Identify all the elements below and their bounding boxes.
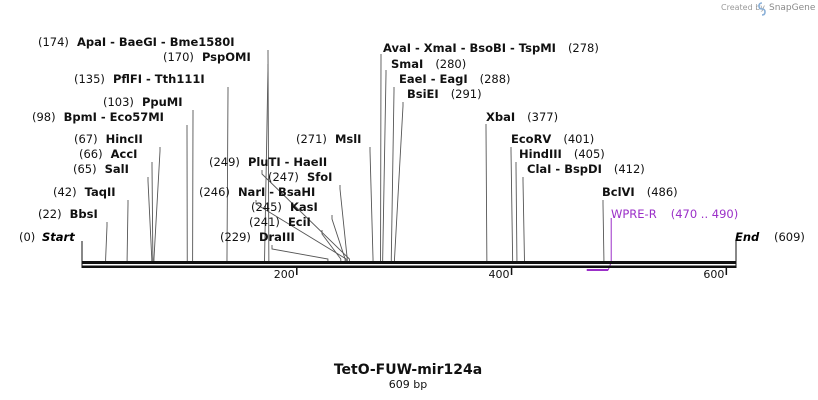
enzyme-label[interactable]: (241) EciI: [249, 215, 311, 229]
primer-label[interactable]: WPRE-R (470 .. 490): [611, 207, 738, 221]
enzyme-leader-line: [522, 177, 525, 261]
enzyme-label[interactable]: ClaI - BspDI (412): [527, 162, 645, 176]
enzyme-label[interactable]: (66) AccI: [79, 147, 137, 161]
enzyme-leader-line: [369, 147, 374, 261]
scale-tick-label: 600: [703, 268, 724, 281]
enzyme-leaders: [105, 50, 605, 261]
enzyme-label[interactable]: (103) PpuMI: [103, 95, 183, 109]
enzyme-leader-line: [105, 222, 108, 261]
enzyme-leader-line: [321, 230, 342, 261]
enzyme-leader-line: [510, 147, 514, 261]
end-label: End: [735, 230, 760, 244]
enzyme-label[interactable]: (247) SfoI: [268, 170, 332, 184]
enzyme-leader-line: [126, 200, 129, 261]
scale-tick-label: 400: [489, 268, 510, 281]
enzyme-leader-line: [485, 124, 488, 261]
brand-text: SnapGene: [769, 3, 816, 13]
enzyme-leader-line: [264, 64, 269, 261]
top-strand: [82, 261, 736, 264]
enzyme-label[interactable]: (65) SalI: [73, 162, 129, 176]
snapgene-logo-icon: [758, 2, 766, 16]
enzyme-leader-line: [382, 70, 387, 261]
enzyme-leader-line: [602, 200, 605, 261]
start-label: Start: [42, 230, 75, 244]
enzyme-label[interactable]: BclVI (486): [602, 185, 678, 199]
enzyme-leader-line: [394, 102, 404, 261]
enzyme-label[interactable]: (170) PspOMI: [163, 50, 251, 64]
enzyme-label[interactable]: (135) PflFI - Tth111I: [74, 72, 205, 86]
start-position: (0): [19, 230, 35, 244]
enzyme-leader-line: [267, 50, 270, 261]
end-position: (609): [774, 230, 805, 244]
enzyme-leader-line: [390, 87, 395, 261]
enzyme-label[interactable]: (22) BbsI: [38, 207, 98, 221]
enzyme-label[interactable]: (174) ApaI - BaeGI - Bme1580I: [38, 35, 235, 49]
enzyme-label[interactable]: (246) NarI - BsaHI: [199, 185, 315, 199]
enzyme-label[interactable]: EcoRV (401): [511, 132, 594, 146]
enzyme-label[interactable]: (271) MslI: [296, 132, 361, 146]
enzyme-label[interactable]: SmaI (280): [391, 57, 466, 71]
enzyme-label[interactable]: EaeI - EagI (288): [399, 72, 511, 86]
scale-tick-label: 200: [274, 268, 295, 281]
enzyme-leader-line: [271, 245, 329, 261]
enzyme-label[interactable]: (229) DraIII: [220, 230, 295, 244]
enzyme-leader-line: [331, 215, 346, 261]
enzyme-leader-line: [261, 170, 350, 261]
enzyme-leader-line: [255, 200, 347, 261]
plasmid-length: 609 bp: [389, 378, 427, 391]
enzyme-label[interactable]: (245) KasI: [251, 200, 318, 214]
enzyme-leader-line: [147, 177, 153, 261]
enzyme-label[interactable]: AvaI - XmaI - BsoBI - TspMI (278): [383, 41, 599, 55]
enzyme-leader-line: [339, 185, 348, 261]
enzyme-label[interactable]: HindIII (405): [519, 147, 605, 161]
enzyme-label[interactable]: (42) TaqII: [53, 185, 116, 199]
enzyme-leader-line: [153, 147, 161, 261]
bottom-strand: [82, 265, 736, 268]
plasmid-name: TetO-FUW-mir124a: [334, 362, 482, 378]
scale-ticks: 200 400 600: [274, 268, 728, 281]
dna-backbone: [81, 241, 737, 268]
enzyme-label[interactable]: (98) BpmI - Eco57MI: [32, 110, 164, 124]
enzyme-label[interactable]: (67) HincII: [74, 132, 143, 146]
enzyme-leader-line: [226, 87, 229, 261]
enzyme-leader-line: [151, 162, 154, 261]
enzyme-label[interactable]: XbaI (377): [486, 110, 558, 124]
credit-text: Created by: [721, 3, 765, 12]
enzyme-label[interactable]: (249) PluTI - HaeII: [209, 155, 327, 169]
enzyme-labels: (174) ApaI - BaeGI - Bme1580I (170) PspOMI…: [32, 35, 678, 244]
enzyme-leader-line: [515, 162, 518, 261]
enzyme-label[interactable]: BsiEI (291): [407, 87, 482, 101]
